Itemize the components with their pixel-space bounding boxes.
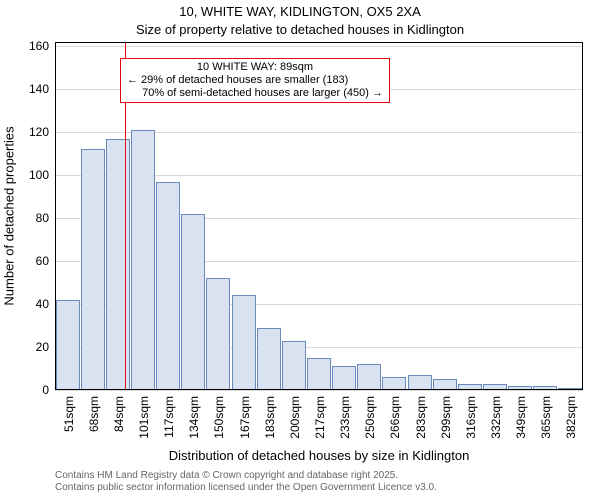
histogram-bar [483,384,507,390]
footer-line1: Contains HM Land Registry data © Crown c… [55,470,437,482]
x-tick-label: 250sqm [363,396,377,439]
x-tick-label: 299sqm [439,396,453,439]
histogram-bar [181,214,205,390]
y-tick-label: 0 [42,383,55,397]
histogram-chart: 10, WHITE WAY, KIDLINGTON, OX5 2XA Size … [0,0,600,500]
y-tick-label: 40 [36,297,55,311]
x-tick-label: 217sqm [313,396,327,439]
histogram-bar [56,300,80,390]
y-tick-label: 100 [29,168,55,182]
histogram-bar [131,130,155,390]
x-tick-label: 167sqm [238,396,252,439]
x-tick-label: 349sqm [514,396,528,439]
x-tick-label: 68sqm [87,396,101,432]
x-tick-label: 332sqm [489,396,503,439]
gridline [55,46,583,47]
x-tick-label: 134sqm [187,396,201,439]
x-tick-label: 365sqm [539,396,553,439]
histogram-bar [257,328,281,390]
histogram-bar [307,358,331,390]
x-tick-label: 316sqm [464,396,478,439]
y-tick-label: 120 [29,125,55,139]
footer-line2: Contains public sector information licen… [55,482,437,494]
y-tick-label: 140 [29,82,55,96]
histogram-bar [156,182,180,390]
histogram-bar [232,295,256,390]
x-tick-label: 200sqm [288,396,302,439]
histogram-bar [206,278,230,390]
annotation-line3: 70% of semi-detached houses are larger (… [127,87,383,100]
histogram-bar [106,139,130,390]
x-tick-label: 266sqm [388,396,402,439]
y-tick-label: 160 [29,39,55,53]
annotation-line2: ← 29% of detached houses are smaller (18… [127,74,383,87]
x-tick-label: 101sqm [137,396,151,439]
footer-attribution: Contains HM Land Registry data © Crown c… [55,470,437,494]
x-tick-label: 233sqm [338,396,352,439]
x-tick-label: 283sqm [414,396,428,439]
histogram-bar [382,377,406,390]
histogram-bar [282,341,306,390]
chart-title-line1: 10, WHITE WAY, KIDLINGTON, OX5 2XA [0,4,600,19]
x-tick-label: 382sqm [564,396,578,439]
histogram-bar [332,366,356,390]
histogram-bar [458,384,482,390]
y-tick-label: 80 [36,211,55,225]
annotation-line1: 10 WHITE WAY: 89sqm [127,61,383,74]
x-tick-label: 150sqm [212,396,226,439]
annotation-box: 10 WHITE WAY: 89sqm← 29% of detached hou… [120,58,390,103]
gridline [55,390,583,391]
y-tick-label: 20 [36,340,55,354]
x-tick-label: 183sqm [263,396,277,439]
histogram-bar [508,386,532,390]
histogram-bar [408,375,432,390]
x-tick-label: 51sqm [62,396,76,432]
histogram-bar [357,364,381,390]
y-axis-label: Number of detached properties [2,126,17,305]
plot-area: 02040608010012014016051sqm68sqm84sqm101s… [55,42,583,390]
histogram-bar [433,379,457,390]
x-axis-label: Distribution of detached houses by size … [55,448,583,463]
histogram-bar [533,386,557,390]
x-tick-label: 84sqm [112,396,126,432]
histogram-bar [81,149,105,390]
chart-title-line2: Size of property relative to detached ho… [0,22,600,37]
y-tick-label: 60 [36,254,55,268]
histogram-bar [558,388,582,390]
x-tick-label: 117sqm [162,396,176,438]
